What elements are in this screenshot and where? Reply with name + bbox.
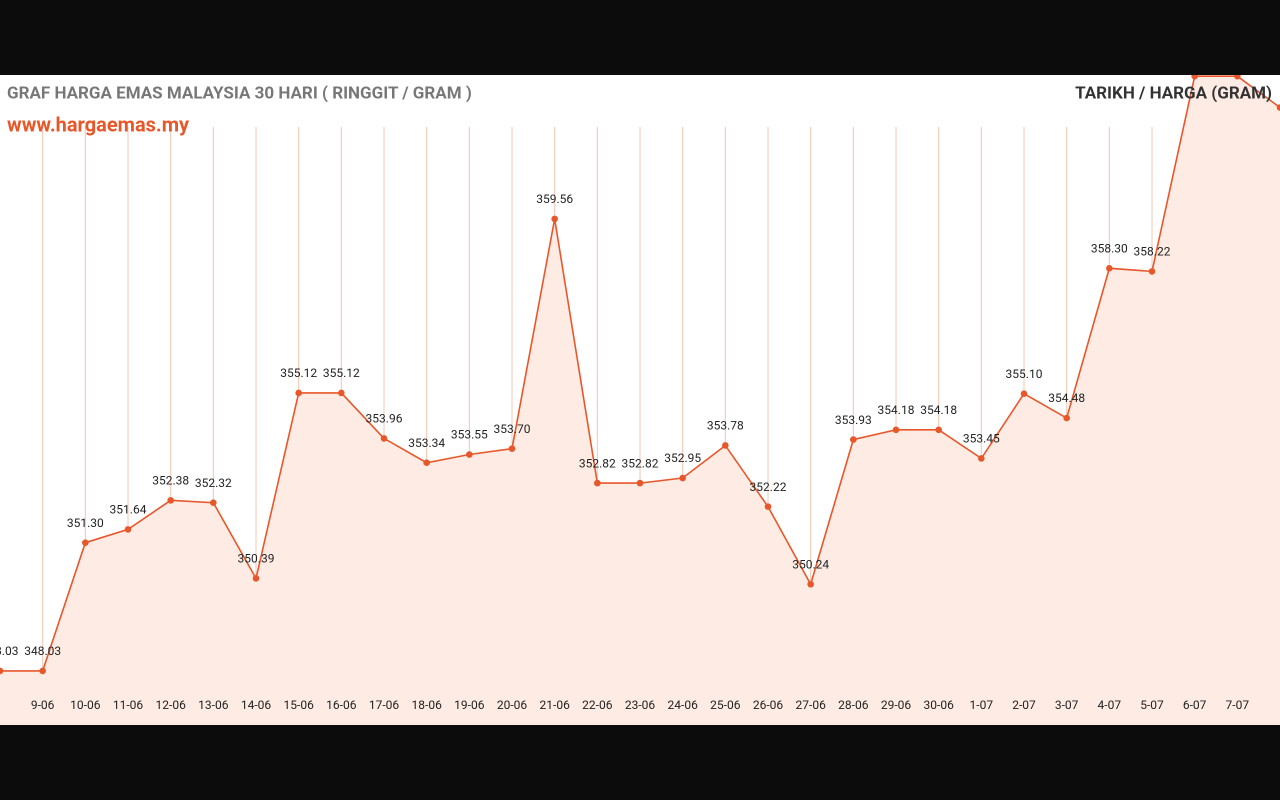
x-tick-label: 5-07 <box>1140 698 1164 712</box>
point <box>167 497 174 504</box>
point <box>764 503 772 510</box>
value-label: 351.30 <box>67 516 104 530</box>
value-label: 358.30 <box>1091 241 1128 255</box>
point <box>380 435 388 442</box>
value-label: 359.56 <box>536 192 573 206</box>
x-tick-label: 18-06 <box>412 698 443 712</box>
chart-area: 348.03 348.03 351.30 351.64 352.38 352.32 350.… <box>0 75 1280 725</box>
point <box>39 667 46 675</box>
point <box>1020 390 1028 398</box>
value-label: 352.32 <box>195 476 232 490</box>
x-tick-label: 4-07 <box>1098 698 1122 712</box>
x-tick-label: 15-06 <box>284 698 315 712</box>
point <box>1148 268 1156 275</box>
chart-title: GRAF HARGA EMAS MALAYSIA 30 HARI ( RINGG… <box>7 83 472 103</box>
x-tick-label: 14-06 <box>241 698 272 712</box>
point <box>252 575 260 582</box>
value-label: 354.18 <box>878 403 915 417</box>
point <box>807 580 814 588</box>
value-label: 355.12 <box>323 366 360 380</box>
x-tick-label: 28-06 <box>838 698 869 712</box>
point <box>466 451 473 458</box>
x-tick-label: 6-07 <box>1183 698 1207 712</box>
x-tick-label: 27-06 <box>796 698 827 712</box>
area <box>0 76 1280 725</box>
value-label: 358.22 <box>1134 245 1171 259</box>
x-tick-label: 16-06 <box>326 698 357 712</box>
x-tick-label: 17-06 <box>369 698 400 712</box>
value-label: 352.38 <box>152 474 189 488</box>
point <box>636 479 644 487</box>
value-label: 351.64 <box>110 503 147 517</box>
x-tick-label: 23-06 <box>625 698 656 712</box>
point <box>508 445 516 452</box>
point <box>892 426 900 434</box>
point <box>978 455 985 462</box>
value-label: 352.82 <box>579 456 616 470</box>
x-tick-label: 30-06 <box>924 698 955 712</box>
point <box>210 499 217 507</box>
chart: 348.03 348.03 351.30 351.64 352.38 352.32 350.… <box>0 75 1280 725</box>
point <box>722 442 729 449</box>
value-label: 352.22 <box>750 480 787 494</box>
point <box>1106 264 1113 272</box>
point <box>935 426 942 434</box>
x-tick-label: 21-06 <box>540 698 571 712</box>
x-tick-label: 10-06 <box>70 698 101 712</box>
axis-label: TARIKH / HARGA (GRAM) <box>1075 83 1272 103</box>
x-tick-label: 7-07 <box>1226 698 1250 712</box>
x-tick-label: 19-06 <box>454 698 485 712</box>
x-tick-label: 2-07 <box>1012 698 1036 712</box>
point <box>551 215 558 223</box>
value-label: 353.96 <box>366 412 403 426</box>
x-tick-label: 26-06 <box>753 698 784 712</box>
value-label: 353.70 <box>494 422 531 436</box>
value-label: 353.93 <box>835 413 872 427</box>
x-tick-label: 24-06 <box>668 698 699 712</box>
value-label: 348.03 <box>24 644 61 658</box>
point <box>679 474 686 482</box>
value-label: 353.45 <box>963 432 1000 446</box>
value-label: 352.82 <box>622 456 659 470</box>
x-tick-label: 25-06 <box>710 698 741 712</box>
value-label: 353.55 <box>451 428 488 442</box>
value-label: 350.24 <box>792 557 829 571</box>
x-tick-label: 1-07 <box>970 698 994 712</box>
point <box>423 459 430 467</box>
point <box>1191 75 1198 80</box>
point <box>0 667 4 675</box>
value-label: 353.78 <box>707 419 744 433</box>
point <box>82 539 89 547</box>
point <box>594 479 601 487</box>
value-label: 353.34 <box>408 436 445 450</box>
point <box>295 389 302 397</box>
value-label: 355.12 <box>280 366 317 380</box>
point <box>124 526 132 533</box>
x-tick-label: 12-06 <box>156 698 187 712</box>
chart-subtitle: www.hargaemas.my <box>7 112 190 136</box>
point <box>338 389 345 397</box>
x-tick-label: 11-06 <box>113 698 144 712</box>
value-label: 354.18 <box>920 403 957 417</box>
x-tick-label: 9-06 <box>31 698 55 712</box>
value-label: 352.95 <box>664 451 701 465</box>
value-label: 355.10 <box>1006 367 1043 381</box>
point <box>1234 75 1241 80</box>
value-label: 354.48 <box>1048 391 1085 405</box>
x-tick-label: 20-06 <box>497 698 528 712</box>
point <box>1276 104 1280 111</box>
x-tick-label: 13-06 <box>198 698 229 712</box>
point <box>1063 414 1070 422</box>
x-tick-label: 3-07 <box>1055 698 1079 712</box>
x-tick-label: 22-06 <box>582 698 613 712</box>
value-label: 348.03 <box>0 644 18 658</box>
point <box>850 436 857 443</box>
value-label: 350.39 <box>238 552 275 566</box>
x-tick-label: 29-06 <box>881 698 912 712</box>
